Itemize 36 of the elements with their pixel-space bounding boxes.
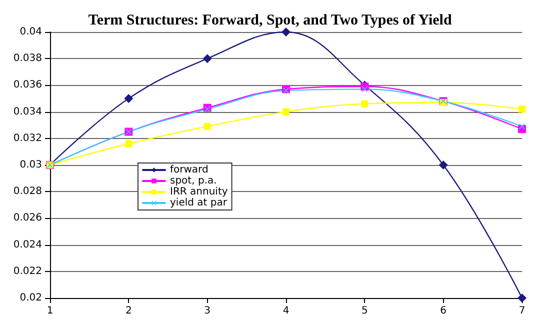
chart-title: Term Structures: Forward, Spot, and Two Types of Yield xyxy=(88,12,452,28)
point xyxy=(204,122,211,130)
x-tick-label: 2 xyxy=(125,306,132,316)
point xyxy=(519,123,525,130)
y-tick-label: 0.03 xyxy=(20,160,42,170)
y-tick-label: 0.028 xyxy=(13,186,42,198)
point xyxy=(362,86,368,92)
y-tick-label: 0.034 xyxy=(13,106,42,118)
y-tick-label: 0.026 xyxy=(13,212,42,224)
point xyxy=(202,54,212,64)
point xyxy=(518,106,526,113)
legend-label: spot, p.a. xyxy=(170,176,217,186)
y-tick-label: 0.02 xyxy=(20,292,42,304)
point xyxy=(125,140,132,148)
y-tick-label: 0.032 xyxy=(13,132,42,144)
y-tick-label: 0.022 xyxy=(13,266,42,277)
legend-label: IRR annuity xyxy=(170,186,228,198)
point xyxy=(282,28,290,36)
legend-label: yield at par xyxy=(170,198,228,208)
x-tick-label: 5 xyxy=(361,306,368,316)
x-tick-label: 4 xyxy=(282,306,290,316)
y-tick-label: 0.024 xyxy=(13,239,42,250)
point xyxy=(204,106,210,112)
x-tick-label: 7 xyxy=(518,306,526,316)
y-tick-label: 0.038 xyxy=(13,53,42,64)
x-tick-label: 1 xyxy=(46,306,54,316)
point xyxy=(282,108,290,116)
point xyxy=(361,100,368,108)
legend-label: forward xyxy=(170,164,208,176)
point xyxy=(283,88,289,94)
point xyxy=(124,94,134,103)
x-tick-label: 3 xyxy=(204,306,211,316)
point xyxy=(438,160,448,170)
x-tick-label: 6 xyxy=(440,306,447,316)
y-tick-label: 0.036 xyxy=(13,80,42,91)
y-tick-label: 0.04 xyxy=(20,26,42,38)
